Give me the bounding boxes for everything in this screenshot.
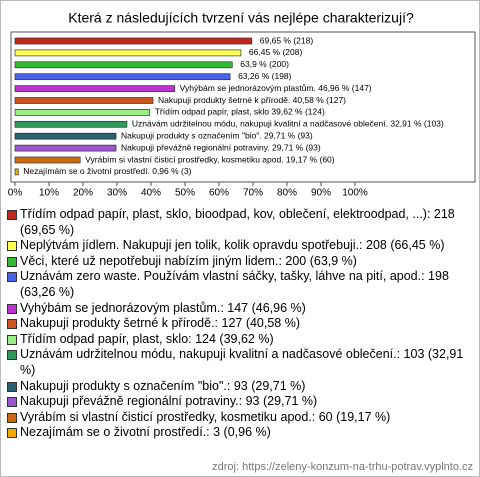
- bar: [14, 85, 176, 92]
- legend-item: Neplýtvám jídlem. Nakupuji jen tolik, ko…: [7, 238, 473, 254]
- value-label: Nakupuji převážně regionální potraviny. …: [121, 142, 321, 152]
- x-tick-label: 50%: [175, 188, 195, 199]
- legend-swatch: [7, 241, 17, 252]
- legend-swatch: [7, 381, 17, 392]
- legend-text: Nakupuji produkty šetrné k přírodě.: 127…: [20, 316, 301, 331]
- bar: [14, 49, 242, 57]
- legend-text: Třídím odpad papír, plast, sklo, bioodpa…: [20, 207, 455, 237]
- value-label: Vyrábím si vlastní čisticí prostředky, k…: [85, 154, 335, 164]
- legend-text: Nakupuji produkty s označením "bio".: 93…: [20, 378, 306, 393]
- legend-item: Vyhýbám se jednorázovým plastům.: 147 (4…: [7, 301, 473, 317]
- legend-text: Neplýtvám jídlem. Nakupuji jen tolik, ko…: [20, 238, 445, 253]
- legend-swatch: [7, 412, 17, 423]
- legend-swatch: [7, 350, 17, 361]
- legend-text: Nakupuji převážně regionální potraviny.:…: [20, 394, 318, 409]
- chart: Která z následujících tvrzení vás nejlép…: [8, 10, 476, 199]
- value-label: 63,9 % (200): [240, 59, 289, 69]
- value-label: Nakupuji produkty s označením "bio". 29,…: [121, 130, 313, 140]
- legend-item: Třídím odpad papír, plast, sklo, bioodpa…: [7, 207, 473, 238]
- legend-item: Nakupuji produkty šetrné k přírodě.: 127…: [7, 316, 473, 332]
- bar: [14, 144, 117, 152]
- value-label: 66,45 % (208): [249, 47, 303, 57]
- legend-text: Vyrábím si vlastní čisticí prostředky, k…: [20, 409, 391, 424]
- legend-swatch: [7, 256, 17, 267]
- legend-item: Třídím odpad papír, plast, sklo: 124 (39…: [7, 332, 473, 348]
- legend-item: Uznávám udržitelnou módu, nakupuji kvali…: [7, 347, 473, 378]
- bar: [14, 120, 128, 128]
- legend-swatch: [7, 319, 17, 330]
- x-tick-label: 100%: [342, 188, 368, 199]
- legend-swatch: [7, 428, 17, 439]
- bar: [14, 73, 231, 81]
- legend-item: Věci, které už nepotřebuji nabízím jiným…: [7, 254, 473, 270]
- legend-text: Vyhýbám se jednorázovým plastům.: 147 (4…: [20, 300, 306, 315]
- x-tick-label: 60%: [209, 188, 229, 199]
- bar: [14, 97, 154, 104]
- bar: [14, 61, 233, 69]
- legend-text: Věci, které už nepotřebuji nabízím jiným…: [20, 253, 357, 268]
- bar: [14, 156, 81, 164]
- legend-swatch: [7, 303, 17, 314]
- bar: [14, 168, 19, 176]
- legend: Třídím odpad papír, plast, sklo, bioodpa…: [7, 207, 473, 441]
- value-label: Uznávám udržitelnou módu, nakupuji kvali…: [132, 119, 444, 129]
- value-label: Nezajímám se o životní prostředí. 0,96 %…: [23, 166, 191, 176]
- legend-text: Nezajímám se o životní prostředí.: 3 (0,…: [20, 425, 271, 440]
- x-tick-label: 20%: [73, 188, 93, 199]
- bar: [14, 132, 117, 140]
- legend-text: Uznávám udržitelnou módu, nakupuji kvali…: [20, 347, 464, 377]
- legend-swatch: [7, 334, 17, 345]
- value-label: 63,26 % (198): [238, 71, 292, 81]
- x-tick-label: 80%: [277, 188, 297, 199]
- legend-item: Uznávám zero waste. Používám vlastní sáč…: [7, 269, 473, 300]
- legend-text: Třídím odpad papír, plast, sklo: 124 (39…: [20, 331, 274, 346]
- plot-frame: [10, 31, 476, 183]
- value-label: Vyhýbám se jednorázovým plastům. 46,96 %…: [180, 83, 372, 93]
- legend-item: Vyrábím si vlastní čisticí prostředky, k…: [7, 410, 473, 426]
- x-tick-label: 0%: [8, 188, 23, 199]
- bar: [14, 37, 253, 45]
- x-tick-label: 90%: [311, 188, 331, 199]
- x-tick-label: 40%: [141, 188, 161, 199]
- legend-swatch: [7, 397, 17, 408]
- value-label: Nakupuji produkty šetrné k přírodě. 40,5…: [158, 95, 346, 105]
- x-tick-label: 70%: [243, 188, 263, 199]
- value-label: Třídím odpad papír, plast, sklo 39,62 % …: [155, 107, 325, 117]
- legend-item: Nezajímám se o životní prostředí.: 3 (0,…: [7, 425, 473, 441]
- x-tick-label: 10%: [39, 188, 59, 199]
- source: zdroj: https://zeleny-konzum-na-trhu-pot…: [212, 461, 473, 473]
- x-tick-label: 30%: [107, 188, 127, 199]
- chart-title: Která z následujících tvrzení vás nejlép…: [68, 10, 414, 26]
- legend-swatch: [7, 272, 17, 283]
- bar: [14, 109, 151, 116]
- legend-item: Nakupuji převážně regionální potraviny.:…: [7, 394, 473, 410]
- legend-swatch: [7, 210, 17, 220]
- value-label: 69,65 % (218): [260, 35, 314, 45]
- legend-text: Uznávám zero waste. Používám vlastní sáč…: [20, 269, 449, 299]
- legend-item: Nakupuji produkty s označením "bio".: 93…: [7, 379, 473, 395]
